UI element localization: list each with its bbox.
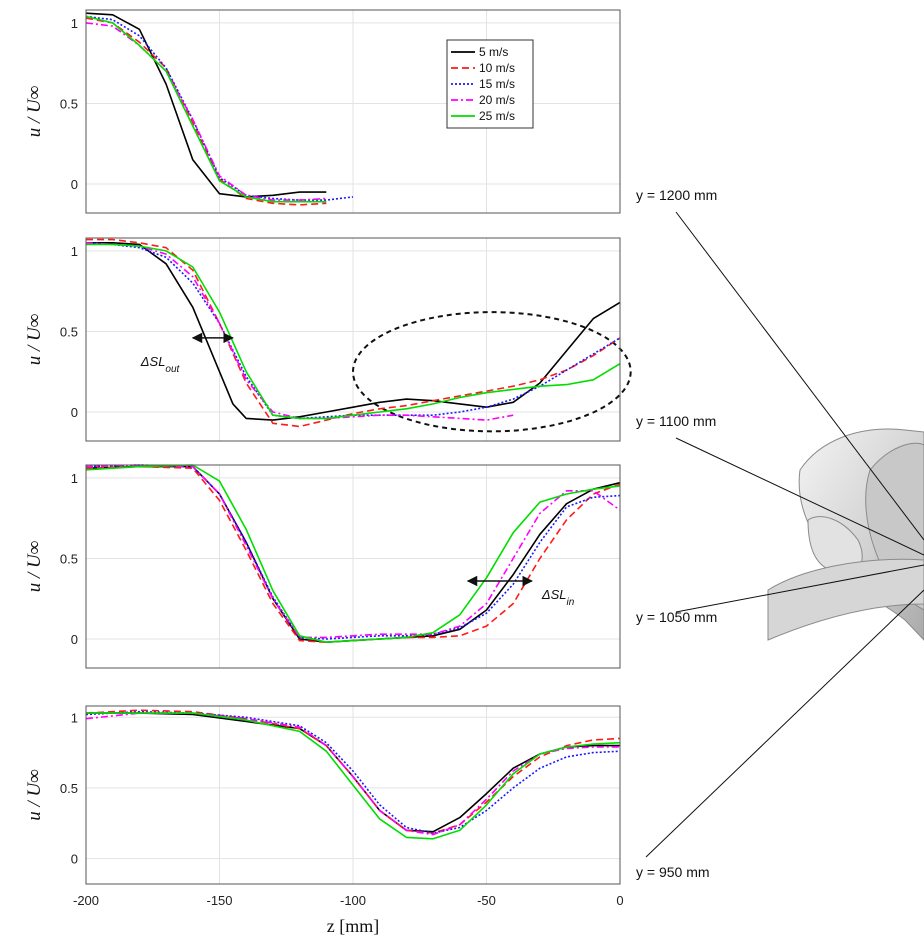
arm-shape [767,558,924,641]
leader-line [675,437,924,556]
plot-frame [85,9,621,214]
y-tick-label: 0.5 [60,324,78,339]
x-tick-label: -200 [73,893,99,908]
panel-position-label: y = 1050 mm [636,609,717,625]
x-axis-label: z [mm] [327,916,379,936]
y-tick-label: 0.5 [60,781,78,796]
y-tick-label: 1 [71,244,78,259]
series-line-25ms [86,712,621,840]
y-tick-label: 1 [71,710,78,725]
annotation-label: ΔSLin [541,587,575,608]
legend-entry: 25 m/s [479,109,515,123]
y-tick-label: 1 [71,471,78,486]
legend-box [446,39,534,129]
leader-line [675,564,924,613]
series-line-15ms [85,242,621,420]
y-axis-label: u / U∞ [24,541,45,593]
panel-position-label: y = 1100 mm [636,413,716,429]
plot-frame [85,705,621,885]
panel-2: 0 0.5 1 ΔSLout u / U∞ y = 1100 mm [24,237,716,442]
legend-entry: 15 m/s [479,77,515,91]
series-line-10ms [85,17,327,206]
panel-position-label: y = 1200 mm [636,187,717,203]
series-line-5ms [86,242,621,421]
y-axis-label: u / U∞ [24,769,45,821]
series-line-20ms [85,464,621,639]
panel-4: 0 0.5 1 u / U∞ y = 950 mm -200 -150 -100 -50 0 z [… [24,705,710,936]
y-tick-label: 0 [71,632,78,647]
y-tick-label: 0 [71,177,78,192]
series-line-10ms [86,238,621,428]
series-line-20ms [85,22,327,201]
series-line-25ms [86,243,621,420]
series-line-5ms [85,12,327,198]
x-tick-label: -150 [206,893,232,908]
legend-entry: 10 m/s [479,61,515,75]
panel-position-label: y = 950 mm [636,864,710,880]
leader-line [675,211,924,541]
y-tick-label: 1 [71,16,78,31]
y-axis-label: u / U∞ [24,86,45,138]
y-tick-label: 0 [71,852,78,867]
plot-frame [85,464,621,669]
y-axis-label: u / U∞ [24,314,45,366]
annotation-label: ΔSLout [140,354,181,375]
y-tick-label: 0.5 [60,551,78,566]
panel-1: 0 0.5 1 u / U∞ y = 1200 mm 5 m/s 10 m/s 15 m/s 2… [24,9,717,214]
model-illustration [767,428,924,641]
y-tick-label: 0 [71,405,78,420]
legend-entry: 5 m/s [479,45,508,59]
series-line-25ms [85,464,621,644]
x-tick-label: -100 [340,893,366,908]
series-line-25ms [85,15,327,203]
highlight-ellipse [352,311,632,433]
x-tick-label: -50 [477,893,496,908]
plot-frame [85,237,621,442]
y-tick-label: 0.5 [60,96,78,111]
leader-line [645,589,924,858]
panel-3: 0 0.5 1 ΔSLin u / U∞ y = 1050 mm [24,464,717,669]
legend: 5 m/s 10 m/s 15 m/s 20 m/s 25 m/s [446,39,534,129]
legend-entry: 20 m/s [479,93,515,107]
x-tick-label: 0 [616,893,623,908]
